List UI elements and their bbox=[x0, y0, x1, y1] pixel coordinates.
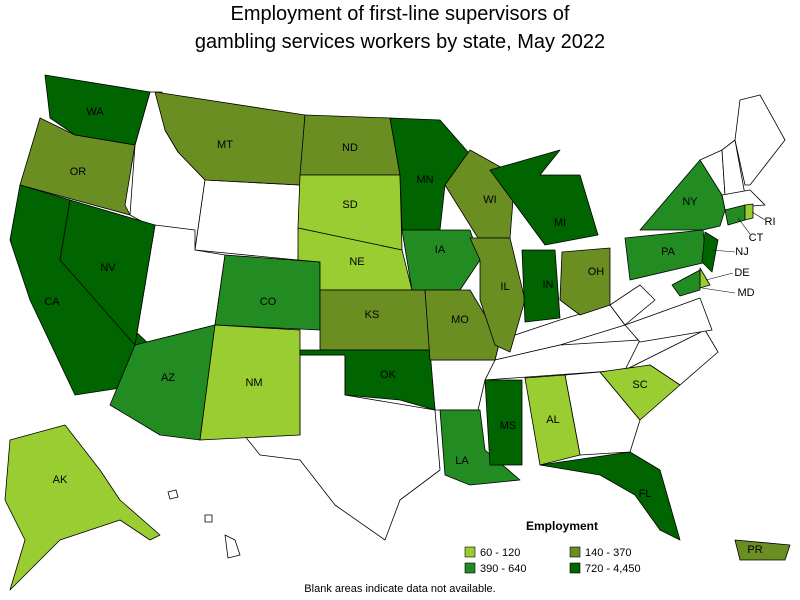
state-shape bbox=[424, 289, 501, 361]
state-shape bbox=[199, 324, 301, 441]
state-label: IN bbox=[543, 279, 554, 291]
state-label: NM bbox=[245, 377, 262, 389]
state-shape bbox=[699, 267, 711, 289]
state-shape bbox=[609, 284, 656, 326]
state-label: OR bbox=[70, 166, 87, 178]
state-shape bbox=[524, 374, 581, 466]
state-label: MD bbox=[737, 287, 754, 299]
state-label: IL bbox=[500, 281, 509, 293]
state-label: NJ bbox=[735, 246, 748, 258]
legend-title: Employment bbox=[526, 519, 598, 533]
state-shape bbox=[624, 297, 713, 343]
state-shape bbox=[671, 269, 701, 297]
state-label: AZ bbox=[161, 372, 175, 384]
state-label: DE bbox=[734, 267, 749, 279]
state-shape bbox=[214, 254, 321, 331]
state-label: LA bbox=[455, 455, 469, 467]
legend-label: 720 - 4,450 bbox=[585, 563, 641, 575]
state-label: AL bbox=[546, 414, 559, 426]
state-label: NV bbox=[100, 262, 116, 274]
state-label: MT bbox=[217, 139, 233, 151]
state-label: CA bbox=[44, 296, 60, 308]
leader-line bbox=[711, 249, 736, 253]
state-shape bbox=[401, 229, 481, 291]
title-line: gambling services workers by state, May … bbox=[195, 31, 605, 53]
footnote: Blank areas indicate data not available. bbox=[304, 583, 495, 595]
legend-swatch bbox=[464, 562, 476, 574]
state-shape bbox=[701, 231, 719, 273]
state-label: AK bbox=[53, 474, 68, 486]
state-shape bbox=[539, 451, 681, 541]
state-shape bbox=[744, 203, 754, 221]
state-label: PR bbox=[747, 544, 762, 556]
state-label: FL bbox=[639, 488, 652, 500]
state-label: OH bbox=[588, 266, 605, 278]
state-shape bbox=[734, 94, 786, 186]
state-shape bbox=[204, 514, 213, 523]
state-label: SC bbox=[632, 379, 647, 391]
state-label: PA bbox=[661, 246, 676, 258]
state-label: WA bbox=[86, 106, 104, 118]
legend-label: 390 - 640 bbox=[480, 563, 526, 575]
legend-label: 60 - 120 bbox=[480, 547, 520, 559]
leader-line bbox=[701, 287, 736, 294]
state-shape bbox=[599, 364, 681, 421]
state-label: IA bbox=[435, 244, 446, 256]
state-shape bbox=[194, 179, 301, 261]
state-label: NE bbox=[349, 256, 364, 268]
legend-swatch bbox=[569, 546, 581, 558]
legend-swatch bbox=[569, 562, 581, 574]
state-shape bbox=[109, 324, 216, 441]
title-line: Employment of first-line supervisors of bbox=[230, 3, 569, 25]
state-shape bbox=[469, 237, 526, 353]
state-label: KS bbox=[365, 309, 380, 321]
state-shape bbox=[224, 534, 241, 559]
legend-label: 140 - 370 bbox=[585, 547, 631, 559]
state-shape bbox=[4, 424, 161, 591]
state-label: SD bbox=[342, 199, 357, 211]
state-label: OK bbox=[380, 369, 397, 381]
leader-line bbox=[751, 211, 766, 221]
state-shape bbox=[559, 247, 611, 316]
state-shape bbox=[167, 489, 179, 500]
state-label: WI bbox=[483, 194, 496, 206]
state-label: MI bbox=[554, 217, 566, 229]
legend: 60 - 120 140 - 370 390 - 640 720 - 4,450 bbox=[464, 546, 641, 575]
state-shape bbox=[439, 409, 521, 486]
state-shape bbox=[389, 117, 476, 231]
blank-states bbox=[129, 91, 786, 559]
data-states: WA OR CA NV MT CO AZ NM ND SD NE KS OK MN IA MO WI IL IN MI… bbox=[4, 74, 791, 591]
state-shape bbox=[734, 539, 791, 561]
state-shape bbox=[521, 249, 561, 323]
state-label: RI bbox=[765, 216, 776, 228]
state-label: CO bbox=[260, 296, 277, 308]
state-label: MS bbox=[500, 420, 517, 432]
state-label: MN bbox=[416, 174, 433, 186]
leader-line bbox=[737, 217, 751, 235]
state-label: NY bbox=[682, 196, 698, 208]
legend-swatch bbox=[464, 546, 476, 558]
state-label: CT bbox=[749, 232, 764, 244]
state-label: MO bbox=[451, 314, 469, 326]
leader-line bbox=[705, 272, 734, 281]
state-shape bbox=[484, 379, 523, 466]
state-label: ND bbox=[342, 142, 358, 154]
state-shape bbox=[489, 149, 599, 246]
